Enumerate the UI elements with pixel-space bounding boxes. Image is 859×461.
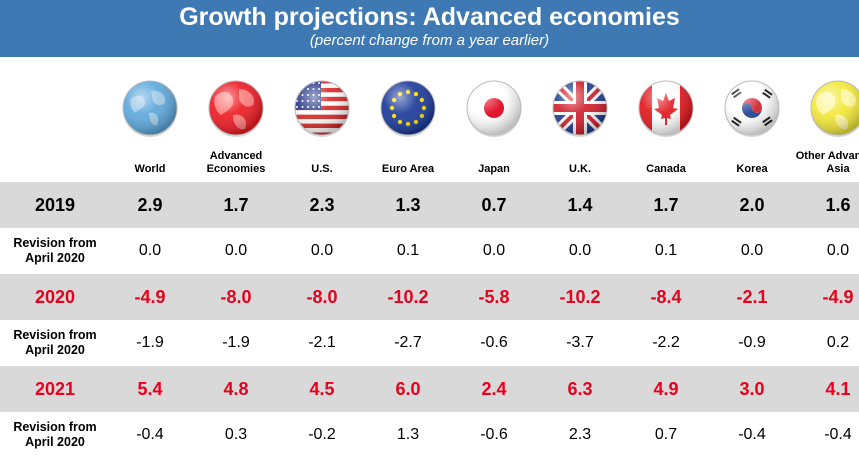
table-cell: 0.7 — [481, 194, 507, 215]
globe-icon — [121, 79, 179, 137]
column-label: Advanced Economies — [206, 150, 266, 175]
table-cell: 1.3 — [396, 426, 420, 443]
table-cell: -8.0 — [220, 286, 252, 307]
table-cell: 0.2 — [826, 334, 850, 351]
table-cell: -1.9 — [136, 334, 164, 351]
column-header: Other Advanced Asia — [795, 57, 859, 182]
korea-flag-icon — [723, 79, 781, 137]
column-header: Advanced Economies — [193, 57, 279, 182]
canada-flag-icon — [637, 79, 695, 137]
table-cell: 0.0 — [310, 242, 334, 259]
table-cell: 0.7 — [654, 426, 678, 443]
revision-row: Revision from April 2020 -1.9 -1.9 -2.1 -2.7… — [0, 320, 859, 366]
table-cell: 4.5 — [309, 378, 335, 399]
column-header: Canada — [623, 57, 709, 182]
table-cell: 1.7 — [223, 194, 249, 215]
table-cell: 1.4 — [567, 194, 593, 215]
column-header: Japan — [451, 57, 537, 182]
table-cell: 4.1 — [825, 378, 851, 399]
table-cell: 6.0 — [395, 378, 421, 399]
table-cell: 0.0 — [568, 242, 592, 259]
table-cell: 2.0 — [739, 194, 765, 215]
table-cell: -1.9 — [222, 334, 250, 351]
table-cell: -8.4 — [650, 286, 682, 307]
table-cell: 0.0 — [826, 242, 850, 259]
revision-row: Revision from April 2020 -0.4 0.3 -0.2 1.3 -0… — [0, 412, 859, 458]
column-header: U.S. — [279, 57, 365, 182]
column-header-row: World Advanced Economies U.S. Euro Area … — [0, 57, 859, 182]
table-cell: 2.9 — [137, 194, 163, 215]
uk-flag-icon — [551, 79, 609, 137]
table-cell: 1.7 — [653, 194, 679, 215]
table-cell: 6.3 — [567, 378, 593, 399]
red-globe-icon — [207, 79, 265, 137]
table-cell: 5.4 — [137, 378, 163, 399]
table-cell: -5.8 — [478, 286, 510, 307]
column-header: Korea — [709, 57, 795, 182]
table-cell: 0.3 — [224, 426, 248, 443]
column-label: Korea — [736, 163, 768, 175]
title-banner: Growth projections: Advanced economies (… — [0, 0, 859, 57]
column-header: U.K. — [537, 57, 623, 182]
table-cell: -0.4 — [136, 426, 164, 443]
table-cell: -0.4 — [738, 426, 766, 443]
table-cell: -0.6 — [480, 426, 508, 443]
table-cell: -10.2 — [387, 286, 429, 307]
us-flag-icon — [293, 79, 351, 137]
table-cell: 3.0 — [739, 378, 765, 399]
table-cell: -2.7 — [394, 334, 422, 351]
column-label: U.S. — [311, 163, 333, 175]
column-label: Canada — [646, 163, 686, 175]
table-cell: 0.0 — [482, 242, 506, 259]
revision-row: Revision from April 2020 0.0 0.0 0.0 0.1 0.0 0… — [0, 228, 859, 274]
chart-title: Growth projections: Advanced economies — [179, 3, 680, 31]
column-header: Euro Area — [365, 57, 451, 182]
table-cell: -8.0 — [306, 286, 338, 307]
table-cell: 0.1 — [396, 242, 420, 259]
column-label: Japan — [478, 163, 510, 175]
table-cell: 0.0 — [224, 242, 248, 259]
japan-flag-icon — [465, 79, 523, 137]
table-cell: -0.4 — [824, 426, 852, 443]
year-row: 2019 2.9 1.7 2.3 1.3 0.7 1.4 1.7 2.0 1.6 — [0, 182, 859, 228]
year-row: 2020 -4.9 -8.0 -8.0 -10.2 -5.8 -10.2 -8.4 -2.1 -4… — [0, 274, 859, 320]
column-label: Other Advanced Asia — [795, 150, 859, 175]
table-cell: -0.2 — [308, 426, 336, 443]
row-label: Revision from April 2020 — [13, 236, 97, 265]
table-cell: 4.9 — [653, 378, 679, 399]
table-cell: 1.6 — [825, 194, 851, 215]
table-cell: 1.3 — [395, 194, 421, 215]
column-header: World — [107, 57, 193, 182]
table-cell: 0.0 — [138, 242, 162, 259]
row-label: Revision from April 2020 — [13, 420, 97, 449]
table-cell: -3.7 — [566, 334, 594, 351]
table-cell: -0.9 — [738, 334, 766, 351]
table-cell: 2.3 — [309, 194, 335, 215]
column-label: U.K. — [569, 163, 591, 175]
eu-flag-icon — [379, 79, 437, 137]
table-cell: 4.8 — [223, 378, 249, 399]
table-cell: -0.6 — [480, 334, 508, 351]
year-row: 2021 5.4 4.8 4.5 6.0 2.4 6.3 4.9 3.0 4.1 — [0, 366, 859, 412]
table-cell: -4.9 — [822, 286, 854, 307]
row-label: 2021 — [34, 378, 76, 399]
table-cell: 0.1 — [654, 242, 678, 259]
table-cell: -2.2 — [652, 334, 680, 351]
row-label: 2019 — [34, 194, 76, 215]
row-label: Revision from April 2020 — [13, 328, 97, 357]
column-label: Euro Area — [381, 163, 435, 175]
table-cell: -10.2 — [559, 286, 601, 307]
table-cell: -4.9 — [134, 286, 166, 307]
column-label: World — [134, 163, 166, 175]
table-cell: -2.1 — [308, 334, 336, 351]
chart-subtitle: (percent change from a year earlier) — [309, 32, 550, 49]
table-cell: 0.0 — [740, 242, 764, 259]
table-cell: -2.1 — [736, 286, 768, 307]
table-cell: 2.4 — [481, 378, 507, 399]
row-label: 2020 — [34, 286, 76, 307]
yellow-globe-icon — [809, 79, 859, 137]
table-cell: 2.3 — [568, 426, 592, 443]
